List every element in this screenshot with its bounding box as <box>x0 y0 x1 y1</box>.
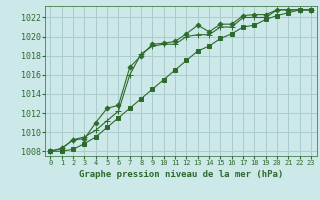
X-axis label: Graphe pression niveau de la mer (hPa): Graphe pression niveau de la mer (hPa) <box>79 170 283 179</box>
